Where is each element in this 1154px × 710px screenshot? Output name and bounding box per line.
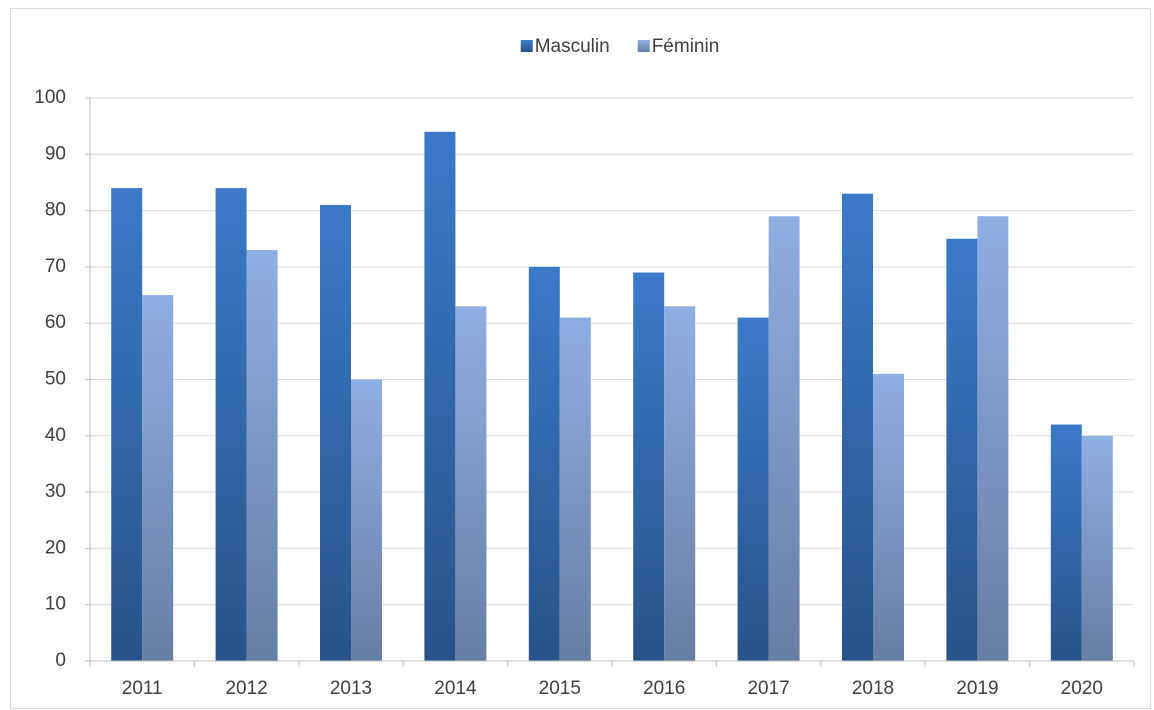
y-tick-label: 20 xyxy=(45,537,66,558)
bar xyxy=(873,373,904,661)
legend-swatch xyxy=(520,40,533,52)
bar xyxy=(768,216,800,662)
legend-label: Masculin xyxy=(535,36,610,57)
x-tick-label: 2013 xyxy=(330,678,372,699)
bar xyxy=(977,216,1009,662)
bar xyxy=(424,131,456,661)
bar xyxy=(633,272,665,661)
legend-swatch xyxy=(637,40,650,52)
y-tick-label: 60 xyxy=(45,312,66,333)
legend-label: Féminin xyxy=(652,36,720,57)
x-tick-label: 2016 xyxy=(643,678,685,699)
x-tick-label: 2017 xyxy=(747,678,789,699)
y-tick-label: 50 xyxy=(45,369,66,390)
x-tick-label: 2019 xyxy=(956,678,998,699)
bar xyxy=(1081,435,1113,661)
y-tick-label: 100 xyxy=(34,87,66,108)
y-tick-label: 0 xyxy=(55,650,66,671)
x-tick-label: 2011 xyxy=(122,678,163,699)
bar xyxy=(455,306,487,661)
x-tick-label: 2020 xyxy=(1061,678,1103,699)
bar xyxy=(664,306,696,661)
legend-item: Féminin xyxy=(637,36,720,57)
bar xyxy=(111,188,143,661)
y-tick-label: 30 xyxy=(45,481,66,502)
y-tick-label: 80 xyxy=(45,200,66,221)
bar xyxy=(215,188,247,661)
x-tick-label: 2012 xyxy=(225,678,267,699)
bar xyxy=(842,193,873,661)
bar xyxy=(946,238,978,661)
y-tick-label: 10 xyxy=(45,594,66,615)
x-tick-label: 2015 xyxy=(539,678,581,699)
y-tick-label: 70 xyxy=(45,256,66,277)
bar xyxy=(1050,424,1082,661)
bar xyxy=(320,204,351,661)
bar xyxy=(351,379,382,661)
legend-item: Masculin xyxy=(520,36,610,57)
bar xyxy=(528,266,560,661)
bar xyxy=(737,317,769,661)
bar xyxy=(142,295,174,661)
y-tick-label: 40 xyxy=(45,425,66,446)
bar xyxy=(559,317,591,661)
y-tick-label: 90 xyxy=(45,143,66,164)
x-tick-label: 2018 xyxy=(852,678,894,699)
x-tick-label: 2014 xyxy=(434,678,477,699)
legend: Masculin Féminin xyxy=(520,36,720,57)
bar xyxy=(246,250,278,661)
